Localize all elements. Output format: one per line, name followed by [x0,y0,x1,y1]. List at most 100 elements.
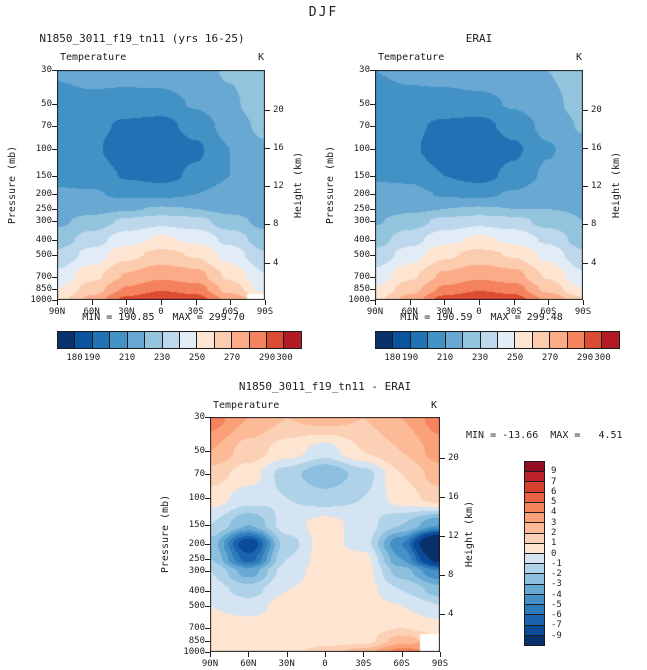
latitude-tick-label: 60S [393,659,410,669]
pressure-tick-label: 30 [41,65,52,75]
pressure-tick [370,239,375,241]
height-tick-label: 20 [273,104,284,115]
pressure-tick-label: 70 [194,468,205,479]
pressure-tick [205,641,210,643]
height-tick [265,224,270,226]
height-tick-label: 8 [448,569,454,580]
latitude-tick [548,300,550,305]
latitude-tick-label: 60N [240,659,257,669]
pressure-tick-label: 400 [353,234,370,245]
colorbar-model [57,331,302,349]
colorbar-segment [496,332,515,348]
colorbar-segment [213,332,232,348]
minmax-text-erai: MIN = 190.59 MAX = 299.48 [400,312,563,323]
pressure-tick [52,300,57,301]
pressure-tick-label: 400 [35,234,52,245]
colorbar-segment [178,332,197,348]
pressure-tick [205,590,210,592]
colorbar-segment [144,332,162,348]
latitude-tick-label: 60N [401,307,418,317]
pressure-tick [52,276,57,278]
colorbar-segment [376,332,393,348]
height-tick [583,224,588,226]
pressure-tick [52,70,57,71]
pressure-tick [370,254,375,256]
colorbar-tick-label: 270 [223,353,241,363]
height-tick-label: 16 [591,143,602,154]
pressure-tick [52,254,57,256]
pressure-tick-label: 300 [35,216,52,227]
pressure-tick-label: 850 [35,284,52,295]
colorbar-segment [91,332,110,348]
colorbar-segment [601,332,619,348]
colorbar-segment [74,332,92,348]
pressure-axis-label-erai: Pressure (mb) [325,145,336,225]
height-tick-label: 8 [273,219,279,230]
colorbar-segment [525,634,544,645]
colorbar-tick-label: 190 [401,353,419,363]
pressure-tick-label: 100 [35,143,52,154]
pressure-tick [52,125,57,127]
colorbar-segment [525,552,544,564]
units-label-erai: K [575,52,582,63]
colorbar-tick-label: 250 [506,353,524,363]
colorbar-tick-label: -3 [551,579,562,590]
field-label-difference: Temperature [213,400,280,411]
colorbar-segment [525,542,544,553]
latitude-tick-label: 30N [118,307,135,317]
colorbar-segment [525,512,544,523]
colorbar-segment [525,614,544,625]
colorbar-segment [514,332,532,348]
pressure-tick [205,544,210,546]
colorbar-tick-label: 300 [594,353,611,363]
pressure-tick [52,175,57,177]
colorbar-segment [479,332,497,348]
colorbar-tick-label: 180 [384,353,401,363]
colorbar-segment [525,593,544,605]
latitude-tick-label: 90S [431,659,449,669]
colorbar-segment [58,332,75,348]
pressure-tick [52,148,57,150]
colorbar-tick-label: 230 [153,353,171,363]
latitude-tick [286,652,288,657]
height-tick [583,148,588,150]
latitude-tick-label: 90N [48,307,66,317]
latitude-tick-label: 30N [436,307,453,317]
pressure-tick-label: 30 [359,65,370,75]
height-tick [265,148,270,150]
latitude-tick-label: 30N [278,659,295,669]
colorbar-tick-label: 290 [576,353,594,363]
latitude-tick [265,300,266,305]
colorbar-tick-label: -4 [551,589,562,600]
panel-title-model: N1850_3011_f19_tn11 (yrs 16-25) [39,32,245,45]
colorbar-tick-label: 3 [551,517,557,528]
latitude-tick-label: 0 [158,307,164,317]
latitude-tick-label: 90S [256,307,274,317]
pressure-tick-label: 200 [35,189,52,200]
colorbar-tick-label: 4 [551,507,557,518]
pressure-tick-label: 70 [41,120,52,131]
latitude-tick-label: 60N [83,307,100,317]
pressure-tick [52,209,57,211]
latitude-tick [57,300,58,305]
pressure-tick [205,524,210,526]
pressure-tick-label: 1000 [183,647,205,657]
height-tick-label: 4 [273,257,279,268]
pressure-tick [205,473,210,475]
pressure-tick [205,571,210,573]
panel-title-difference: N1850_3011_f19_tn11 - ERAI [238,380,412,393]
height-tick-label: 8 [591,219,597,230]
pressure-tick [205,605,210,607]
height-tick [440,496,445,498]
minmax-text-model: MIN = 190.85 MAX = 299.70 [82,312,245,323]
latitude-tick [126,300,128,305]
colorbar-segment [392,332,410,348]
latitude-tick-label: 90S [574,307,592,317]
pressure-tick-label: 500 [188,600,205,611]
pressure-tick-label: 250 [353,204,370,215]
colorbar-segment [525,563,544,574]
height-tick-label: 4 [448,608,454,619]
pressure-tick [370,175,375,177]
colorbar-segment [525,624,544,635]
colorbar-difference [524,461,545,646]
